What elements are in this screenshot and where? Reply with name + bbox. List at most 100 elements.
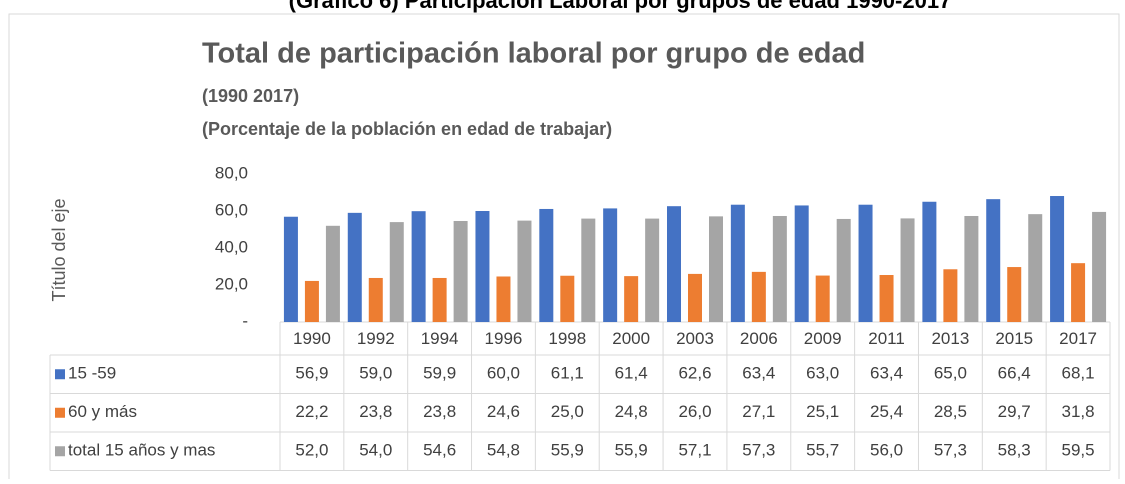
table-value: 31,8	[1062, 402, 1095, 421]
bar	[325, 225, 340, 322]
bar	[1050, 196, 1065, 322]
chart-title: Total de participación laboral por grupo…	[202, 38, 865, 70]
chart-subtitle: (1990 2017)	[202, 86, 299, 106]
table-value: 57,3	[934, 441, 967, 460]
bar	[389, 222, 404, 322]
table-value: 61,1	[551, 364, 584, 383]
table-value: 56,0	[870, 441, 903, 460]
bar	[475, 211, 490, 322]
bar	[836, 218, 851, 322]
bar	[624, 276, 639, 322]
x-tick-label: 1992	[357, 329, 395, 348]
table-value: 60,0	[487, 364, 520, 383]
table-value: 23,8	[423, 402, 456, 421]
table-value: 29,7	[998, 402, 1031, 421]
bar	[581, 218, 596, 322]
table-value: 58,3	[998, 441, 1031, 460]
y-tick-label: 80,0	[215, 163, 248, 182]
bar	[645, 218, 660, 322]
x-tick-label: 2000	[612, 329, 650, 348]
bar	[1071, 263, 1086, 322]
bar	[517, 220, 532, 322]
table-value: 25,0	[551, 402, 584, 421]
bar	[730, 204, 745, 322]
y-axis-label: Título del eje	[49, 198, 69, 301]
table-value: 24,8	[615, 402, 648, 421]
bar	[794, 205, 809, 322]
bar	[453, 220, 468, 322]
bar	[283, 216, 298, 322]
x-tick-label: 2013	[931, 329, 969, 348]
x-tick-label: 2015	[995, 329, 1033, 348]
bar	[560, 275, 575, 322]
bar	[986, 199, 1001, 322]
bar	[667, 206, 681, 322]
page-header: (Gráfico 6) Participación Laboral por gr…	[289, 0, 952, 13]
legend-label: total 15 años y mas	[68, 441, 215, 460]
table-value: 54,8	[487, 441, 520, 460]
x-tick-label: 2017	[1059, 329, 1097, 348]
legend-swatch	[55, 407, 65, 418]
table-value: 55,9	[615, 441, 648, 460]
bar	[347, 212, 362, 322]
table-value: 63,4	[742, 364, 775, 383]
table-value: 63,0	[806, 364, 839, 383]
table-value: 55,9	[551, 441, 584, 460]
bar	[751, 271, 766, 322]
chart-frame	[8, 13, 1120, 484]
x-tick-label: 1998	[548, 329, 586, 348]
x-tick-label: 1990	[293, 329, 331, 348]
table-value: 57,1	[678, 441, 711, 460]
legend-swatch	[55, 369, 65, 380]
table-value: 28,5	[934, 402, 967, 421]
bar	[304, 280, 319, 322]
bar	[772, 215, 787, 322]
table-value: 25,1	[806, 402, 839, 421]
table-value: 68,1	[1062, 364, 1095, 383]
bar	[432, 277, 447, 322]
bar	[858, 204, 873, 322]
bar	[922, 201, 937, 322]
bar	[900, 218, 915, 322]
x-tick-label: 2009	[804, 329, 842, 348]
table-value: 26,0	[678, 402, 711, 421]
table-value: 52,0	[295, 441, 328, 460]
bar	[539, 208, 554, 322]
bar	[496, 276, 511, 322]
bar	[411, 211, 426, 322]
bar	[943, 269, 958, 322]
table-value: 54,0	[359, 441, 392, 460]
table-value: 59,9	[423, 364, 456, 383]
bar	[709, 216, 723, 322]
bar	[603, 208, 618, 322]
y-tick-label: 60,0	[215, 200, 248, 219]
y-tick-label: 20,0	[215, 274, 248, 293]
x-tick-label: 1996	[485, 329, 523, 348]
table-value: 59,5	[1062, 441, 1095, 460]
table-value: 61,4	[615, 364, 648, 383]
table-value: 24,6	[487, 402, 520, 421]
table-value: 57,3	[742, 441, 775, 460]
bar	[368, 277, 383, 322]
table-value: 65,0	[934, 364, 967, 383]
bar	[1007, 267, 1022, 322]
chart-subtitle: (Porcentaje de la población en edad de t…	[202, 119, 612, 139]
bar	[879, 275, 894, 322]
y-tick-label: 40,0	[215, 237, 248, 256]
x-tick-label: 2003	[676, 329, 714, 348]
table-value: 63,4	[870, 364, 903, 383]
table-value: 66,4	[998, 364, 1031, 383]
bar	[688, 273, 702, 322]
table-value: 22,2	[295, 402, 328, 421]
table-value: 56,9	[295, 364, 328, 383]
bar	[964, 215, 979, 322]
bar	[815, 275, 830, 322]
x-tick-label: 1994	[421, 329, 459, 348]
bar	[1028, 214, 1043, 322]
legend-label: 15 -59	[68, 364, 116, 383]
table-value: 62,6	[678, 364, 711, 383]
table-value: 25,4	[870, 402, 903, 421]
table-value: 23,8	[359, 402, 392, 421]
